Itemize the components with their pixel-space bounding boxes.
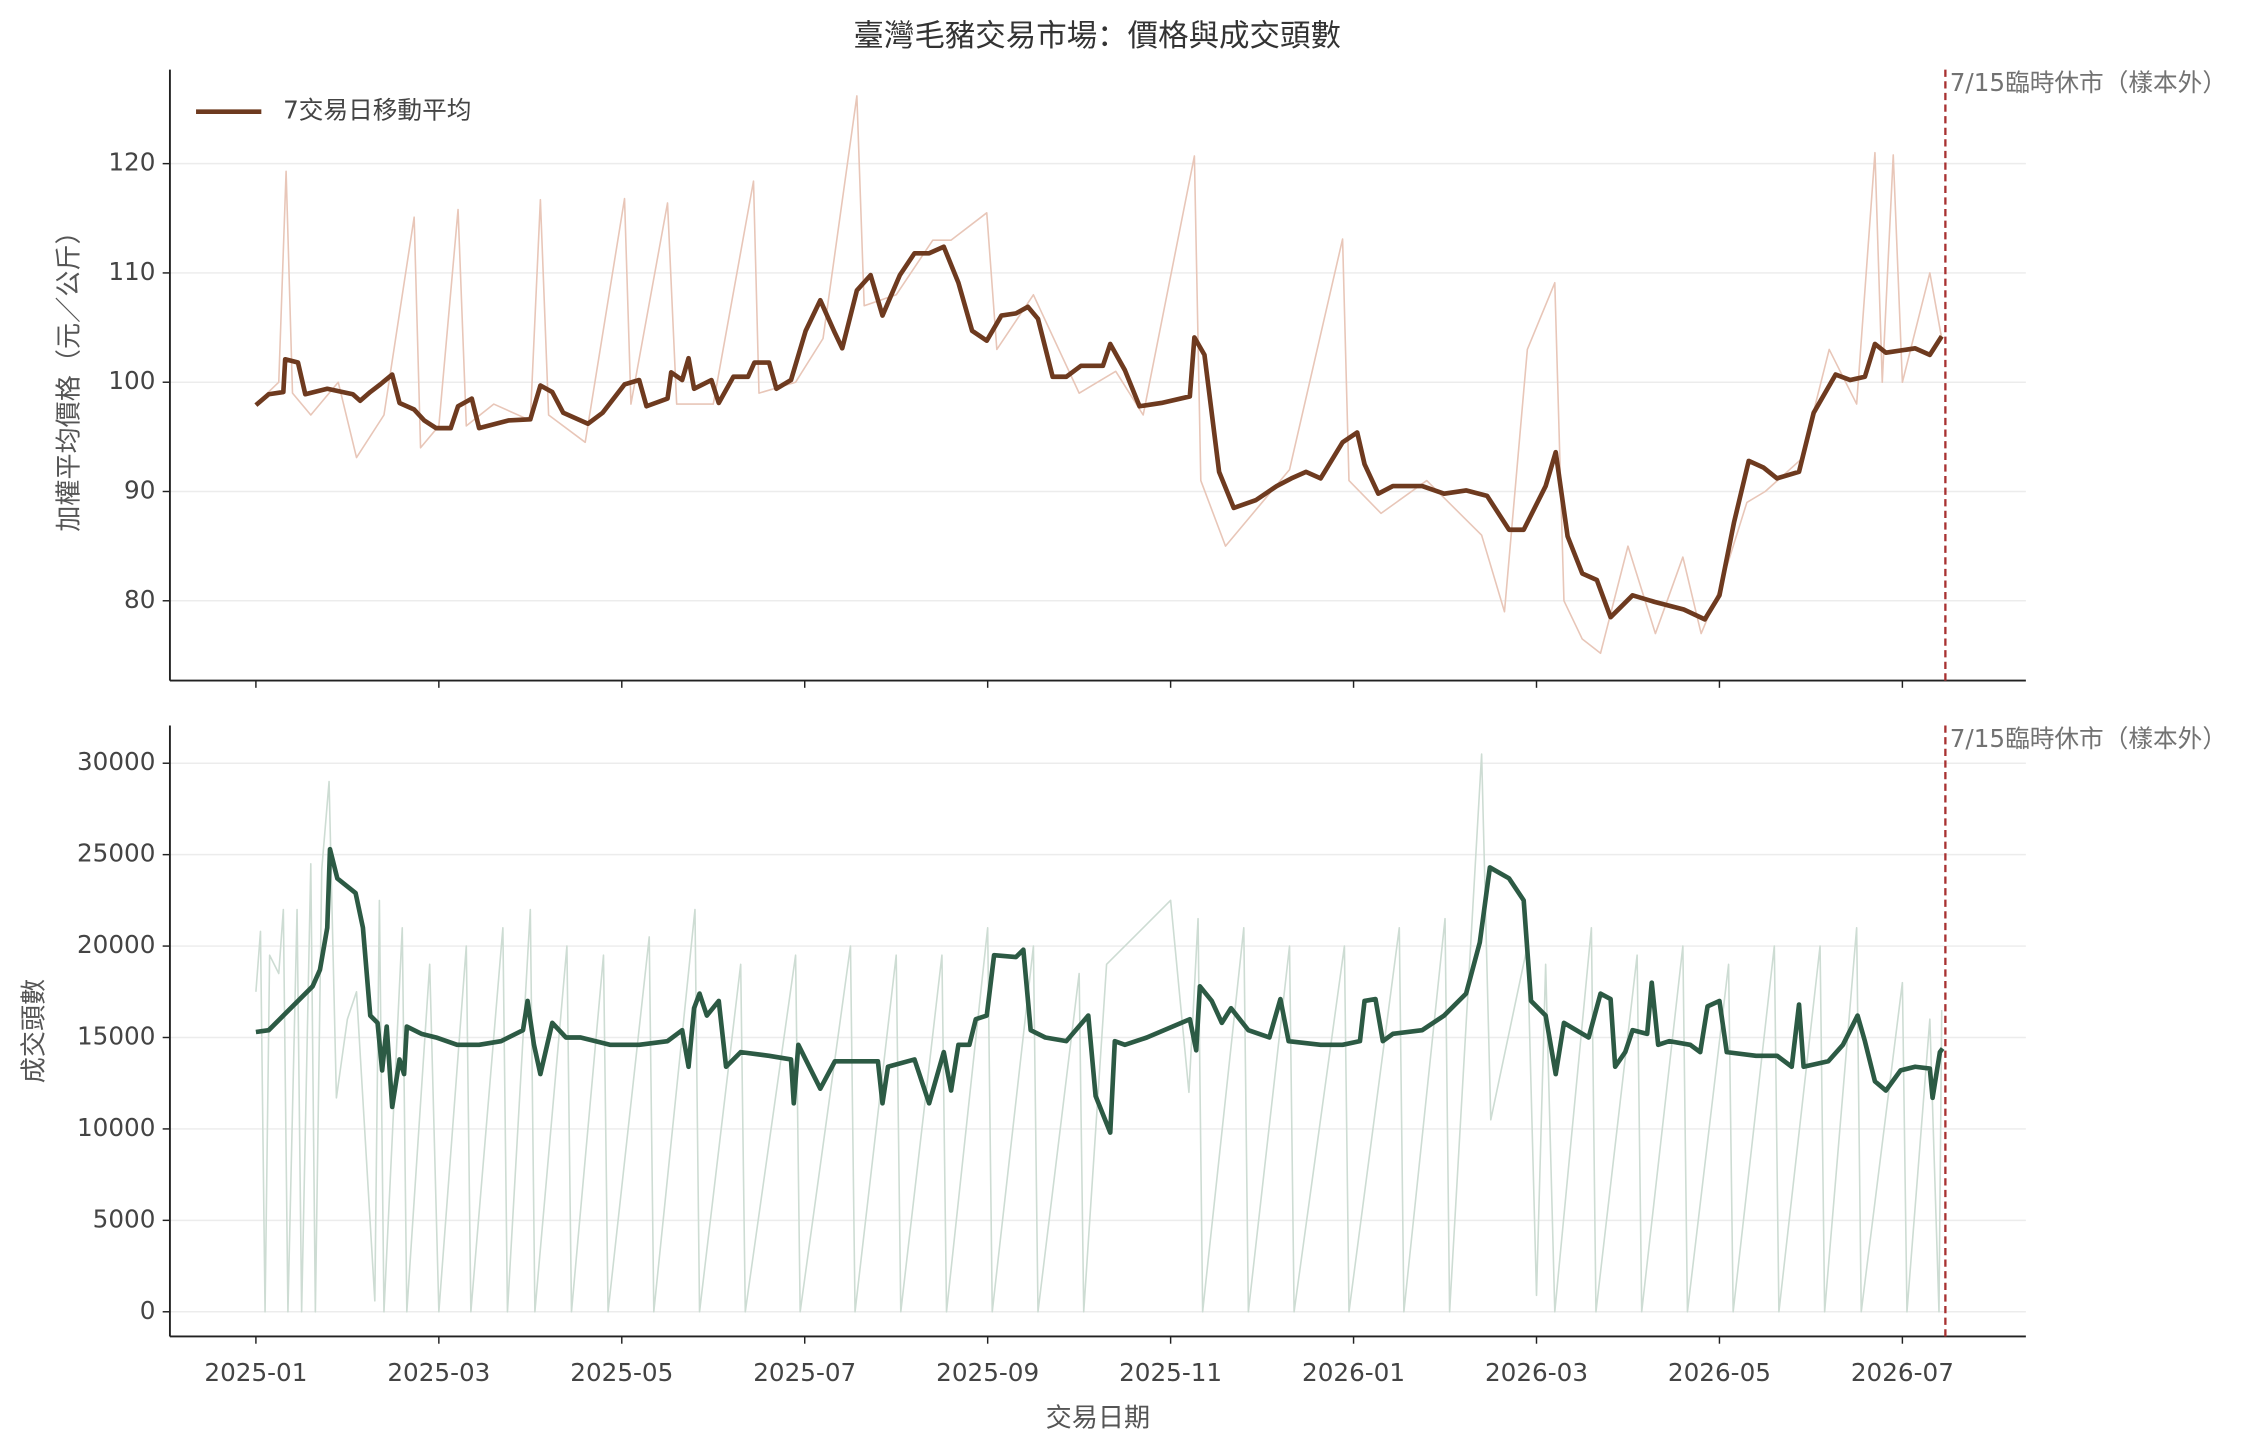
moving-average-line <box>255 846 1945 1135</box>
x-tick-label: 2025-07 <box>753 1358 856 1387</box>
x-tick-label: 2025-11 <box>1119 1358 1222 1387</box>
y-tick-label: 25000 <box>77 839 155 868</box>
y-tick-label: 120 <box>108 148 155 177</box>
x-tick-label: 2025-03 <box>387 1358 490 1387</box>
y-tick-label: 0 <box>140 1296 156 1325</box>
y-tick-label: 100 <box>108 366 155 395</box>
legend-label: 7交易日移動平均 <box>283 96 471 125</box>
y-tick-label: 10000 <box>77 1113 155 1142</box>
y-axis-label: 成交頭數 <box>19 979 49 1083</box>
y-tick-label: 15000 <box>77 1021 155 1050</box>
y-tick-label: 110 <box>108 257 155 286</box>
x-tick-label: 2026-01 <box>1302 1358 1405 1387</box>
chart-title: 臺灣毛豬交易市場：價格與成交頭數 <box>853 19 1341 54</box>
x-tick-label: 2026-03 <box>1485 1358 1588 1387</box>
x-tick-label: 2026-05 <box>1668 1358 1771 1387</box>
y-tick-label: 5000 <box>93 1204 156 1233</box>
y-tick-label: 90 <box>124 475 155 504</box>
y-tick-label: 80 <box>124 585 155 614</box>
x-tick-label: 2025-05 <box>570 1358 673 1387</box>
moving-average-line <box>254 244 1944 622</box>
x-axis-label: 交易日期 <box>1046 1404 1150 1434</box>
x-tick-label: 2026-07 <box>1851 1358 1954 1387</box>
raw-line <box>255 95 1943 655</box>
y-tick-label: 30000 <box>77 747 155 776</box>
raw-line <box>255 753 1943 1313</box>
x-tick-label: 2025-09 <box>936 1358 1039 1387</box>
event-label: 7/15臨時休市（樣本外） <box>1950 68 2227 97</box>
y-tick-label: 20000 <box>77 930 155 959</box>
y-axis-label: 加權平均價格（元／公斤） <box>54 218 84 531</box>
x-tick-label: 2025-01 <box>204 1358 307 1387</box>
event-label: 7/15臨時休市（樣本外） <box>1950 724 2227 753</box>
